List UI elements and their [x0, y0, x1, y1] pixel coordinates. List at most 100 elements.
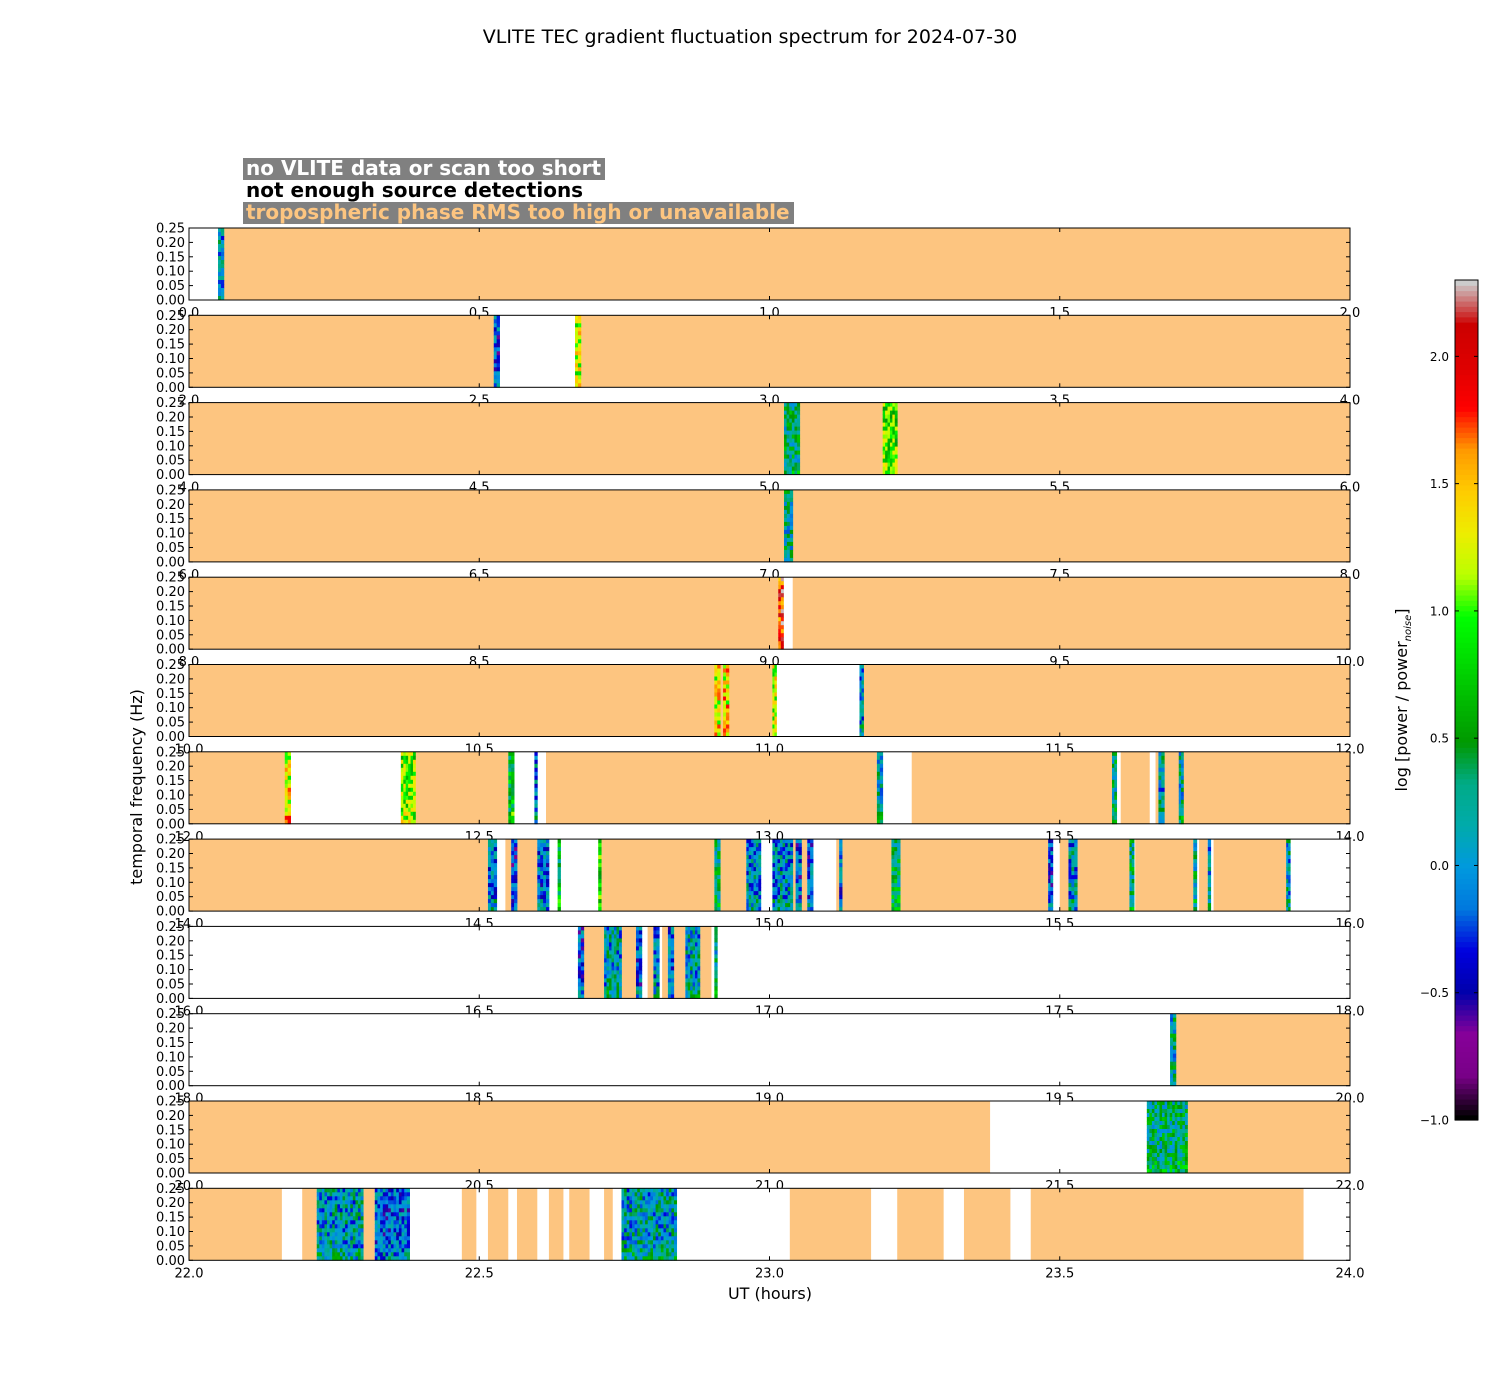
spectrum-cell: [780, 589, 784, 594]
spectrum-cell: [347, 1224, 351, 1229]
spectrum-cell: [786, 537, 791, 543]
spectrum-cell: [670, 930, 675, 935]
spectrum-cell: [401, 1240, 405, 1245]
spectrum-cell: [345, 1224, 349, 1229]
spectrum-cell: [637, 1204, 641, 1209]
spectrum-cell: [493, 363, 498, 368]
spectrum-cell: [337, 1208, 341, 1213]
colorbar-segment: [1455, 437, 1478, 444]
spectrum-cell: [487, 875, 492, 880]
spectrum-cell: [609, 978, 612, 983]
spectrum-cell: [892, 434, 896, 439]
spectrum-cell: [1111, 763, 1115, 769]
colorbar-segment: [1455, 327, 1478, 334]
spectrum-cell: [342, 1224, 346, 1229]
spectrum-cell: [540, 871, 544, 876]
spectrum-cell: [621, 1236, 625, 1241]
spectrum-cell: [786, 521, 791, 527]
spectrum-cell: [618, 978, 622, 983]
spectrum-cell: [377, 1212, 381, 1217]
spectrum-cell: [894, 891, 898, 896]
spectrum-cell: [1182, 1133, 1186, 1138]
spectrum-cell: [777, 847, 781, 852]
spectrum-cell: [794, 430, 798, 435]
spectrum-cell: [642, 1248, 646, 1253]
spectrum-cell: [406, 1220, 410, 1225]
spectrum-cell: [671, 1224, 675, 1229]
spectrum-cell: [894, 843, 898, 848]
y-tick-label: 0.05: [156, 1239, 185, 1254]
spectrum-cell: [882, 454, 886, 459]
spectrum-cell: [1131, 875, 1135, 880]
spectrum-cell: [1050, 875, 1054, 880]
spectrum-cell: [400, 763, 404, 769]
spectrum-cell: [626, 1216, 630, 1221]
spectrum-cell: [1286, 895, 1289, 900]
colorbar-segment: [1455, 710, 1478, 717]
spectrum-cell: [794, 450, 798, 455]
spectrum-cell: [537, 883, 541, 888]
spectrum-cell: [611, 990, 615, 995]
spectrum-cell: [755, 871, 759, 876]
spectrum-cell: [1158, 763, 1162, 769]
spectrum-cell: [1288, 875, 1291, 880]
spectrum-cell: [327, 1220, 331, 1225]
spectrum-cell: [1179, 1121, 1183, 1126]
spectrum-cell: [758, 879, 762, 884]
spectrum-cell: [616, 958, 620, 963]
y-axis-label: temporal frequency (Hz): [127, 689, 146, 885]
spectrum-cell: [1149, 1161, 1153, 1166]
spectrum-cell: [1111, 771, 1115, 777]
spectrum-cell: [882, 426, 886, 431]
spectrum-cell: [220, 260, 225, 265]
spectrum-cell: [797, 422, 801, 427]
spectrum-scan: [1048, 839, 1054, 912]
spectrum-cell: [1131, 903, 1135, 908]
spectrum-cell: [487, 895, 492, 900]
spectrum-cell: [606, 942, 610, 947]
spectrum-cell: [879, 819, 884, 825]
spectrum-cell: [390, 1212, 394, 1217]
spectrum-cell: [758, 891, 762, 896]
colorbar-segment: [1455, 815, 1478, 822]
spectrum-cell: [690, 974, 693, 979]
spectrum-cell: [717, 839, 721, 844]
spectrum-cell: [798, 855, 802, 860]
spectrum-cell: [1174, 1101, 1178, 1106]
spectrum-cell: [635, 982, 640, 987]
spectrum-cell: [666, 1240, 670, 1245]
spectrum-cell: [861, 668, 864, 673]
spectrum-cell: [1179, 1129, 1183, 1134]
spectrum-cell: [324, 1252, 328, 1257]
spectrum-cell: [714, 895, 718, 900]
spectrum-cell: [642, 1212, 646, 1217]
spectrum-cell: [511, 767, 515, 773]
spectrum-cell: [1286, 863, 1289, 868]
spectrum-cell: [337, 1240, 341, 1245]
spectrum-cell: [514, 895, 518, 900]
spectrum-cell: [1048, 871, 1051, 876]
spectrum-cell: [577, 926, 582, 931]
spectrum-cell: [327, 1244, 331, 1249]
spectrum-cell: [894, 855, 898, 860]
spectrum-cell: [1114, 791, 1118, 797]
spectrum-cell: [714, 994, 718, 999]
spectrum-cell: [557, 839, 561, 844]
colorbar-segment: [1455, 757, 1478, 764]
colorbar-segment: [1455, 1104, 1478, 1111]
y-tick-label: 0.00: [156, 1079, 185, 1094]
spectrum-cell: [1068, 895, 1072, 900]
spectrum-cell: [334, 1208, 338, 1213]
spectrum-cell: [496, 319, 500, 324]
spectrum-cell: [1154, 1113, 1158, 1118]
panel-background: [189, 1013, 1350, 1086]
spectrum-cell: [639, 1240, 643, 1245]
tropo-rms-flag-block: [1213, 839, 1287, 912]
spectrum-cell: [717, 863, 721, 868]
spectrum-cell: [687, 926, 691, 931]
spectrum-cell: [377, 1208, 381, 1213]
spectrum-cell: [723, 696, 727, 701]
colorbar-segment: [1455, 936, 1478, 943]
spectrum-cell: [339, 1256, 343, 1261]
colorbar-segment: [1455, 542, 1478, 549]
